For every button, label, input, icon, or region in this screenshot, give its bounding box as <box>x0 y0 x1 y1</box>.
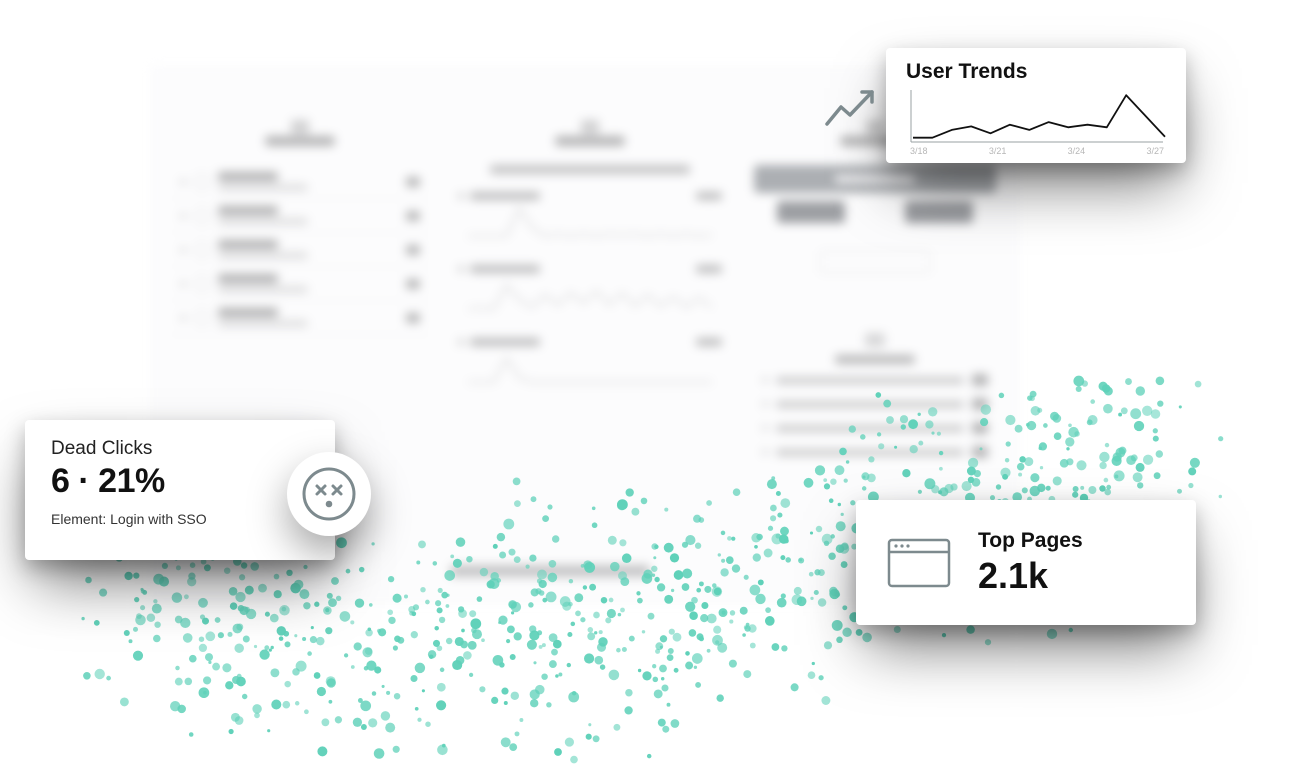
top-pages-title: Top Pages <box>978 529 1083 553</box>
user-trends-chart <box>906 86 1168 148</box>
dead-face-icon <box>287 452 371 536</box>
dead-clicks-value: 6 · 21% <box>51 462 313 501</box>
user-trends-card: User Trends 3/18 3/21 3/24 3/27 <box>886 48 1186 163</box>
user-trends-x-axis: 3/18 3/21 3/24 3/27 <box>906 146 1168 156</box>
sparkline-3 <box>458 350 722 390</box>
top-pages-card: Top Pages 2.1k <box>856 500 1196 625</box>
trend-up-arrow-icon <box>824 86 878 130</box>
browser-window-icon <box>886 537 952 589</box>
sparkline-2 <box>458 277 722 317</box>
sparkline-1 <box>458 204 722 244</box>
top-pages-value: 2.1k <box>978 555 1083 597</box>
user-trends-title: User Trends <box>906 60 1168 84</box>
dead-clicks-title: Dead Clicks <box>51 438 313 460</box>
dead-clicks-element: Element: Login with SSO <box>51 511 313 527</box>
dead-clicks-card: Dead Clicks 6 · 21% Element: Login with … <box>25 420 335 560</box>
